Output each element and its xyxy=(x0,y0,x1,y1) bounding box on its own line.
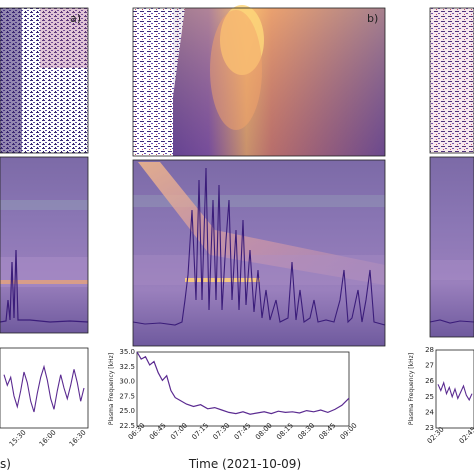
panel-a-xtick: 16:30 xyxy=(68,428,88,448)
panel-b-ylabel: Plasma Frequency [kHz] xyxy=(108,353,115,425)
panel-a-xtick: 15:30 xyxy=(8,428,28,448)
panel-b-ytick: 35.0 xyxy=(119,348,135,356)
panel-b-ytick: 22.5 xyxy=(119,422,135,430)
panel-b-label: b) xyxy=(367,12,378,25)
panel-c-xtick: 02:45 xyxy=(458,425,474,445)
panel-c-series-line xyxy=(437,380,473,402)
panel-b-ytick: 32.5 xyxy=(119,363,135,371)
panel-c-ylabel: Plasma Frequency [kHz] xyxy=(408,353,415,425)
panel-a-spectrogram: a) xyxy=(0,7,89,154)
panel-c-ytick: 27 xyxy=(425,362,434,370)
panel-b-ytick: 30.0 xyxy=(119,378,135,386)
panel-b-ytick: 27.5 xyxy=(119,392,135,400)
panel-c-waveform xyxy=(429,156,474,338)
figure-xlabel: Time (2021-10-09) xyxy=(188,457,301,471)
panel-c-ytick: 23 xyxy=(425,424,434,432)
panel-c-ytick: 24 xyxy=(425,408,434,416)
panel-a-xtick: 16:00 xyxy=(38,428,58,448)
panel-a-waveform xyxy=(0,156,89,334)
panel-a-line: 15:30 16:00 16:30 s) xyxy=(0,347,89,471)
panel-a-label: a) xyxy=(70,12,81,25)
panel-c-spectrogram xyxy=(429,7,474,154)
panel-b-line-chart: 35.032.530.027.525.022.5 06:30 06:45 07:00… xyxy=(108,348,359,441)
panel-a-xlabel-fragment: s) xyxy=(0,457,11,471)
panel-b-plot-area xyxy=(136,351,350,427)
panel-b-ytick: 25.0 xyxy=(119,407,135,415)
panel-c-ytick: 25 xyxy=(425,393,434,401)
panel-b-series-line xyxy=(136,351,350,415)
panel-c-ytick: 28 xyxy=(425,346,434,354)
panel-c-ytick: 26 xyxy=(425,377,434,385)
panel-b-spectrogram: b) xyxy=(132,5,386,157)
panel-b-waveform xyxy=(132,159,386,347)
